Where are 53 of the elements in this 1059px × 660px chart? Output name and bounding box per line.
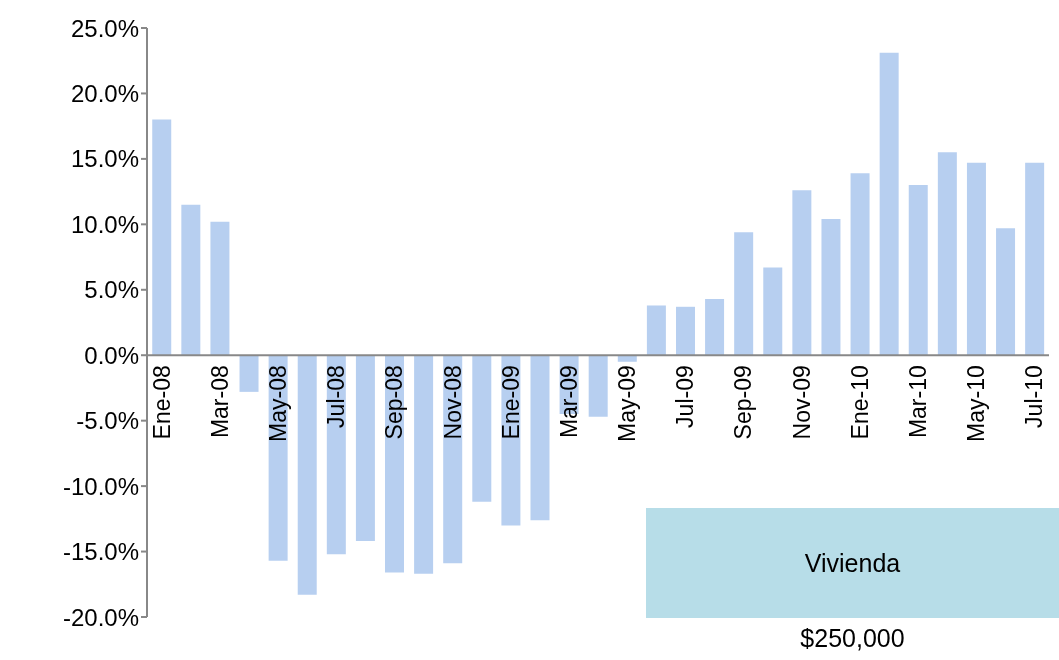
bar [879, 52, 899, 356]
x-tick-label: Mar-10 [905, 365, 932, 439]
x-tick-label: Nov-08 [439, 365, 466, 440]
y-tick-label: 0.0% [84, 341, 139, 369]
bar [530, 355, 550, 521]
bar [996, 228, 1016, 356]
bar [239, 355, 259, 392]
y-tick-label: -10.0% [62, 472, 139, 500]
bar [734, 232, 754, 356]
x-tick-label: Mar-09 [555, 365, 582, 439]
x-tick-label: Ene-09 [497, 365, 524, 440]
y-tick-label: 5.0% [84, 276, 139, 304]
bar [152, 119, 172, 356]
x-tick-label: Ene-10 [846, 365, 873, 440]
bar [297, 355, 317, 595]
bar [675, 306, 695, 356]
bar [850, 173, 870, 356]
bar [937, 152, 957, 356]
x-tick-label: Jul-10 [1021, 365, 1048, 428]
bar [617, 355, 637, 362]
bar [472, 355, 492, 502]
y-tick-label: 20.0% [70, 79, 139, 107]
x-tick-label: May-09 [614, 365, 641, 442]
bar [966, 162, 986, 356]
x-tick-label: Nov-09 [788, 365, 815, 440]
bar [821, 219, 841, 356]
y-tick-label: -15.0% [62, 538, 139, 566]
x-tick-label: Mar-08 [206, 365, 233, 439]
bar [355, 355, 375, 542]
y-tick-label: -20.0% [62, 603, 139, 631]
bar [646, 305, 666, 356]
x-tick-label: Jul-08 [323, 365, 350, 428]
x-tick-label: Ene-08 [148, 365, 175, 440]
bar [908, 185, 928, 356]
x-tick-label: Sep-08 [381, 365, 408, 440]
bar [792, 190, 812, 356]
label-box: Vivienda [646, 508, 1059, 618]
bar [1025, 162, 1045, 356]
y-tick-label: 15.0% [70, 145, 139, 173]
text: $250,000 [799, 624, 906, 653]
bar [210, 221, 230, 356]
bar [763, 267, 783, 356]
x-tick-label: May-08 [264, 365, 291, 442]
y-tick-label: 10.0% [70, 210, 139, 238]
bar [181, 204, 201, 356]
x-tick-label: Jul-09 [672, 365, 699, 428]
y-tick-label: 25.0% [70, 14, 139, 42]
bar [414, 355, 434, 574]
x-tick-label: May-10 [963, 365, 990, 442]
y-tick-label: -5.0% [76, 407, 139, 435]
bar [588, 355, 608, 417]
bar [705, 298, 725, 356]
x-tick-label: Sep-09 [730, 365, 757, 440]
